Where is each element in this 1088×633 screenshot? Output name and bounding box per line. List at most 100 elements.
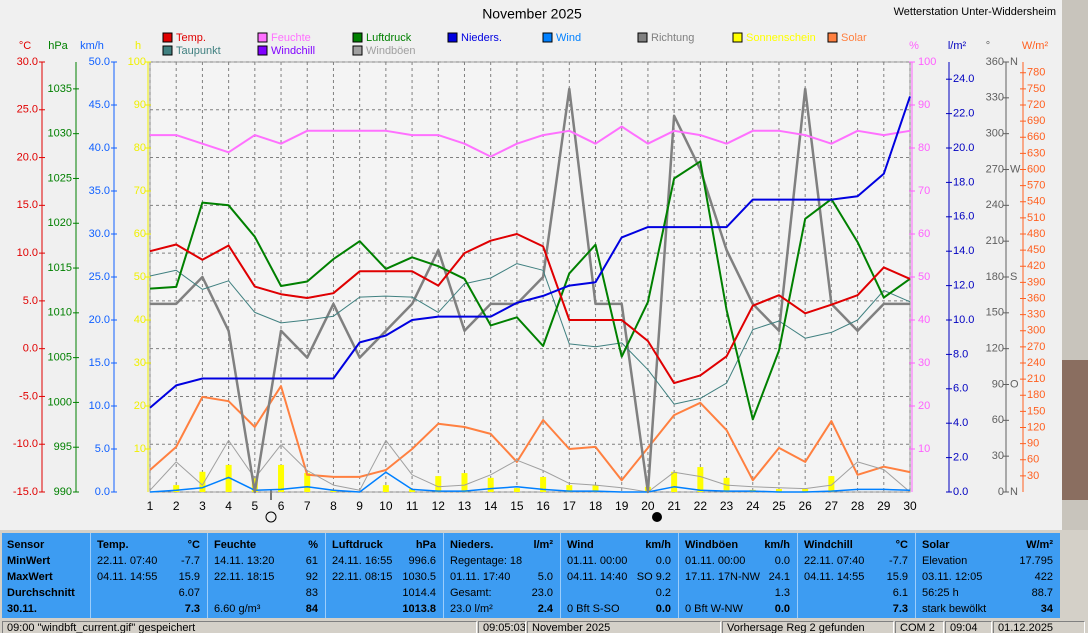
plot-area — [149, 61, 911, 493]
x-tick-label: 2 — [173, 499, 180, 513]
cell-text: 01.11. 17:40 — [450, 571, 511, 583]
x-tick-label: 19 — [615, 499, 629, 513]
y-tick-label: 45.0 — [89, 99, 110, 111]
series-line — [149, 96, 911, 409]
column-unit: hPa — [415, 539, 436, 551]
y-tick-label: 25.0 — [17, 104, 38, 116]
y-tick-label: 240 — [986, 199, 1004, 211]
cell-value: 7.3 — [184, 603, 200, 615]
cell-value: 0.0 — [774, 603, 790, 615]
series-line — [149, 233, 911, 385]
y-tick-label: 5.0 — [95, 443, 110, 455]
x-tick-label: 27 — [825, 499, 839, 513]
x-tick-label: 23 — [720, 499, 734, 513]
sensor-column: Sensor MinWert MaxWert Durchschnitt 30.11. — [2, 533, 90, 618]
sunshine-bar — [828, 476, 835, 492]
x-tick-label: 29 — [877, 499, 891, 513]
y-tick-label: 16.0 — [953, 211, 974, 223]
cell-value: -7.7 — [889, 555, 908, 567]
legend-label: Nieders. — [461, 32, 502, 44]
status-bar: 09:00 "windbft_current.gif" gespeichert 0… — [0, 620, 1088, 633]
table-column: Windböen km/h 01.11. 00:00 0.0 17.11. 17N-NW… — [678, 533, 798, 618]
sunshine-bar — [199, 471, 206, 492]
x-tick-label: 28 — [851, 499, 865, 513]
chart: November 2025 Wetterstation Unter-Widder… — [0, 0, 1088, 530]
x-tick-label: 15 — [510, 499, 524, 513]
y-tick-label: 30 — [992, 450, 1004, 462]
y-tick-label: 420 — [1027, 260, 1045, 272]
y-tick-label: 1025 — [48, 172, 72, 184]
series-line — [150, 87, 910, 494]
table-column: Solar W/m² Elevation 17.795 03.11. 12:05 422 5… — [915, 533, 1061, 618]
cell-text: Elevation — [922, 555, 968, 567]
x-tick-label: 20 — [641, 499, 655, 513]
cell-value: 92 — [305, 571, 318, 583]
y-tick-label: 450 — [1027, 244, 1045, 256]
cell-text: 22.11. 07:40 — [97, 555, 158, 567]
sunshine-bar — [671, 471, 678, 492]
axis-title: hPa — [48, 40, 68, 52]
y-tick-label: 1015 — [48, 262, 72, 274]
legend-swatch — [162, 45, 173, 56]
cell-text: 22.11. 08:15 — [332, 571, 393, 583]
y-tick-label: 0.0 — [95, 486, 110, 498]
cell-text: 04.11. 14:40 — [567, 571, 628, 583]
y-tick-label: 995 — [54, 441, 72, 453]
y-tick-label: 180 — [1027, 389, 1045, 401]
y-tick-label: 70 — [918, 185, 930, 197]
cell-value: 17.795 — [1019, 555, 1053, 567]
moon-new — [652, 512, 662, 522]
legend-label: Windchill — [271, 45, 315, 57]
axis-title: km/h — [80, 40, 104, 52]
sunshine-bar — [435, 476, 442, 492]
y-tick-label: 300 — [986, 128, 1004, 140]
y-tick-label: 90 — [918, 99, 930, 111]
y-tick-label: 4.0 — [953, 417, 968, 429]
y-tick-label: 1035 — [48, 83, 72, 95]
legend-swatch — [257, 32, 268, 43]
cell-text: 0 Bft W-NW — [685, 603, 743, 615]
axis-title: W/m² — [1022, 40, 1049, 52]
y-tick-label: 360 — [986, 56, 1004, 68]
legend-swatch — [637, 32, 648, 43]
y-tick-label: 150 — [1027, 405, 1045, 417]
y-tick-label: 100 — [128, 56, 146, 68]
cell-value: 84 — [305, 603, 318, 615]
row-label: MaxWert — [7, 571, 53, 583]
y-tick-label: 24.0 — [953, 73, 974, 85]
row-label: Durchschnitt — [7, 587, 75, 599]
column-unit: l/m² — [533, 539, 553, 551]
y-tick-label: 35.0 — [89, 185, 110, 197]
sunshine-bar — [173, 485, 180, 492]
status-item: 09:00 "windbft_current.gif" gespeichert — [2, 621, 477, 633]
y-tick-label: 30 — [918, 357, 930, 369]
cell-text: 04.11. 14:55 — [97, 571, 158, 583]
cell-text: 04.11. 14:55 — [804, 571, 865, 583]
sunshine-bar — [461, 473, 468, 492]
series-line — [149, 160, 911, 421]
cell-text: 56:25 h — [922, 587, 959, 599]
table-column: Feuchte% 14.11. 13:20 61 22.11. 18:15 92 83 6.… — [207, 533, 326, 618]
cell-value: 2.4 — [537, 603, 553, 615]
x-tick-label: 1 — [147, 499, 154, 513]
y-tick-label: 1010 — [48, 307, 72, 319]
legend-swatch — [352, 45, 363, 56]
y-tick-label: 60 — [992, 414, 1004, 426]
y-tick-label: 1000 — [48, 396, 72, 408]
cell-value: 24.1 — [768, 571, 790, 583]
y-tick-label: 40 — [918, 314, 930, 326]
legend-swatch — [447, 32, 458, 43]
y-tick-label: 120 — [1027, 421, 1045, 433]
column-header: Sensor — [7, 539, 45, 551]
y-tick-label: 1030 — [48, 128, 72, 140]
legend-swatch — [827, 32, 838, 43]
y-tick-label: -15.0 — [13, 486, 38, 498]
cell-value: 5.0 — [537, 571, 553, 583]
compass-label: W — [1010, 163, 1021, 175]
y-tick-label: 100 — [918, 56, 936, 68]
x-tick-label: 3 — [199, 499, 206, 513]
series-line — [150, 125, 911, 158]
cell-value: 7.3 — [892, 603, 908, 615]
y-tick-label: 780 — [1027, 67, 1045, 79]
